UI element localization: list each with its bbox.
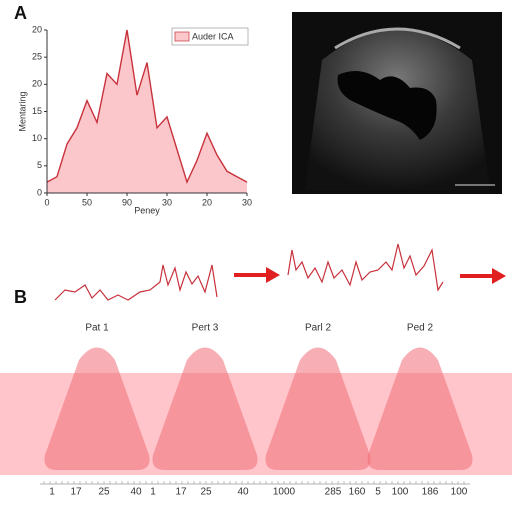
part-label: Ped 2	[407, 323, 434, 334]
part-label: Pat 1	[85, 323, 109, 334]
y-tick-label: 20	[32, 24, 42, 34]
axis-label: 17	[70, 487, 82, 498]
axis-label: 100	[392, 487, 409, 498]
waveform	[54, 264, 218, 301]
peak-shape	[152, 347, 258, 470]
x-axis-label: Peney	[134, 205, 160, 215]
axis-label: 100	[451, 487, 468, 498]
axis-label: 25	[200, 487, 212, 498]
area-line	[46, 29, 248, 185]
axis-label: 5	[375, 487, 381, 498]
arrow-head	[266, 267, 280, 283]
panel-label: A	[14, 3, 27, 23]
axis-label: 1	[150, 487, 156, 498]
parts: Pat 1 Pert 3 Parl 2 Ped 2 1 17 25 40 1 17 25 40 1000…	[43, 323, 473, 498]
area-fill	[47, 30, 247, 193]
x-tick-label: 30	[242, 197, 252, 207]
legend-box	[171, 27, 249, 46]
x-tick-label: 90	[122, 197, 132, 207]
axis-label: 1000	[273, 487, 296, 498]
ultrasound-image	[292, 12, 502, 194]
part-label: Pert 3	[192, 323, 219, 334]
x-tick-label: 50	[82, 197, 92, 207]
legend-swatch	[174, 31, 190, 42]
axis-label: 25	[98, 487, 110, 498]
y-tick-label: 20	[32, 79, 42, 89]
axis-label: 17	[175, 487, 187, 498]
part-label: Parl 2	[305, 323, 332, 334]
peak-shape	[367, 347, 473, 470]
arrow-head	[492, 268, 506, 284]
y-axis-label: Mentaring	[17, 91, 27, 131]
peak-shape	[265, 347, 371, 470]
legend-label: Auder ICA	[192, 31, 234, 41]
y-tick-label: 5	[37, 160, 42, 170]
axis-label: 40	[237, 487, 249, 498]
peak-shape	[44, 347, 150, 470]
panel-label: B	[14, 287, 27, 307]
axis-label: 40	[130, 487, 142, 498]
y-tick-label: 15	[32, 106, 42, 116]
x-tick-label: 20	[202, 197, 212, 207]
x-tick-label: 0	[44, 197, 49, 207]
axis-label: 1	[49, 487, 55, 498]
axis-label: 160	[349, 487, 366, 498]
axis-label: 285	[325, 487, 342, 498]
waveform	[287, 243, 444, 292]
y-tick-label: 25	[32, 52, 42, 62]
y-tick-label: 0	[37, 187, 42, 197]
x-tick-label: 30	[162, 197, 172, 207]
y-tick-label: 10	[32, 133, 42, 143]
axis-label: 186	[422, 487, 439, 498]
